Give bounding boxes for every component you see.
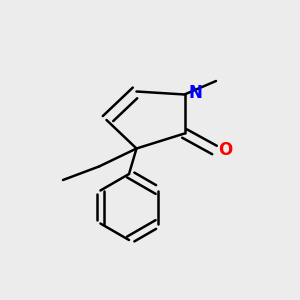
Text: O: O xyxy=(218,141,232,159)
Text: N: N xyxy=(188,84,202,102)
